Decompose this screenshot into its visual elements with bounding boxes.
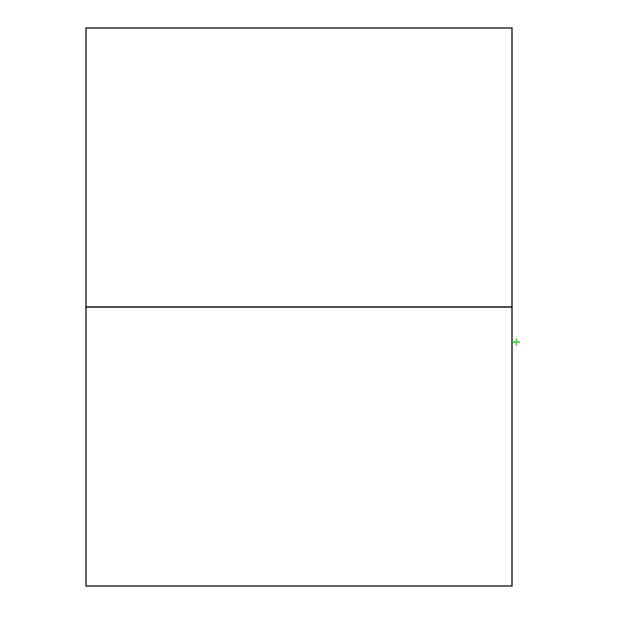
goes-panel-frame [85,27,513,308]
halpha-legend-plus-icon [512,338,520,346]
halpha-panel-frame [85,306,513,587]
